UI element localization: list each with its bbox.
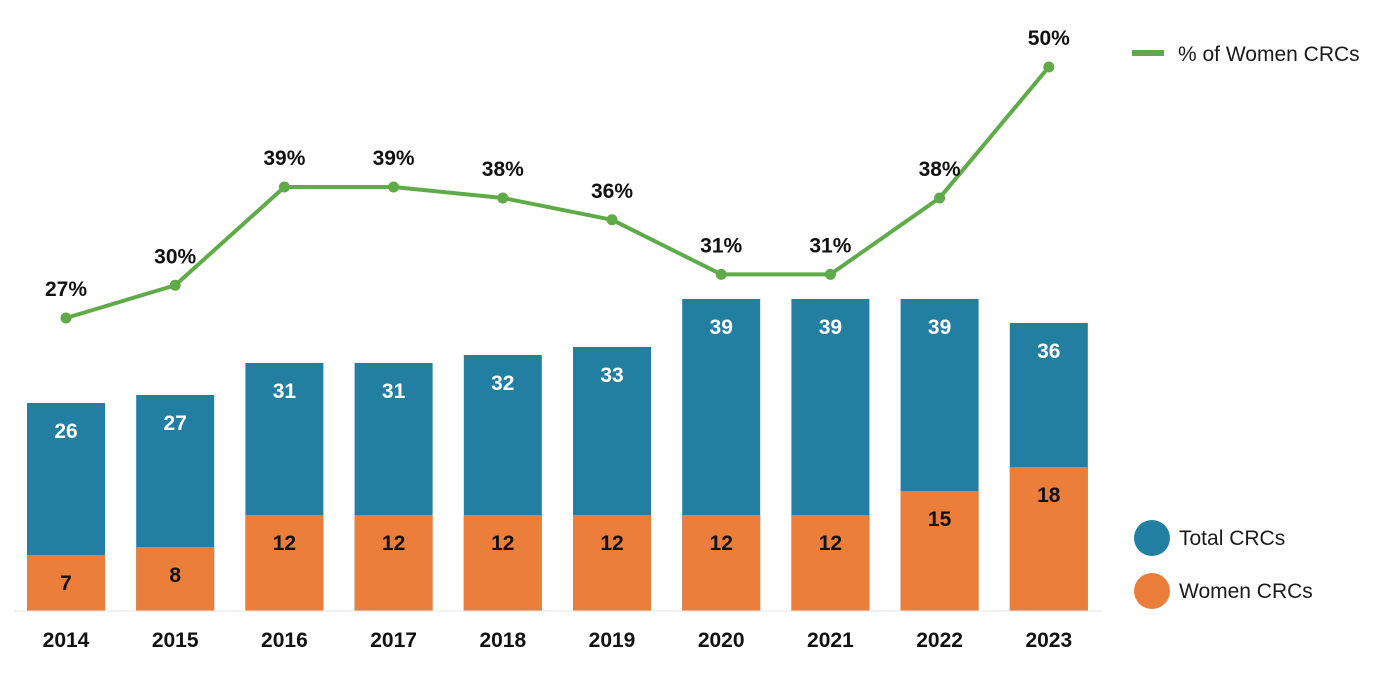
women-crcs-bar-2022 [900,491,979,611]
women-crcs-label-2019: 12 [600,532,623,555]
total-crcs-label-2019: 33 [600,364,623,387]
total-crcs-label-2015: 27 [164,412,187,435]
women-pct-label-2018: 38% [482,158,524,181]
total-crcs-label-2020: 39 [710,316,733,339]
women-crcs-bar-2017 [354,515,433,611]
legend-bars: Total CRCs Women CRCs [1134,520,1313,609]
women-pct-label-2016: 39% [263,147,305,170]
women-pct-point-2017 [388,181,400,193]
women-crcs-bar-2016 [245,515,324,611]
women-pct-point-2015 [169,279,181,291]
women-pct-label-2019: 36% [591,180,633,203]
women-crcs-label-2014: 7 [60,572,72,595]
x-tick-2014: 2014 [43,629,90,652]
x-tick-2023: 2023 [1025,629,1072,652]
women-pct-point-2020 [715,268,727,280]
legend-line-label: % of Women CRCs [1178,43,1360,66]
women-crcs-label-2016: 12 [273,532,296,555]
women-pct-label-2023: 50% [1028,27,1070,50]
women-crcs-label-2018: 12 [491,532,514,555]
women-crcs-bar-2021 [791,515,870,611]
total-crcs-label-2023: 36 [1037,340,1060,363]
total-crcs-label-2017: 31 [382,380,406,403]
x-tick-labels: 2014 2015 2016 2017 2018 2019 2020 2021 2022 2023 [43,629,1073,652]
women-crcs-bar-2014 [27,555,105,611]
total-crcs-label-2021: 39 [819,316,842,339]
women-crcs-bar-2018 [463,515,542,611]
women-crcs-label-2015: 8 [169,564,181,587]
total-crcs-label-2014: 26 [54,420,77,443]
bars-layer [27,299,1088,611]
women-crcs-label-2023: 18 [1037,484,1061,507]
legend-line: % of Women CRCs [1132,43,1360,66]
line-layer [60,61,1055,324]
women-pct-label-2015: 30% [154,245,196,268]
women-pct-point-2022 [934,192,946,204]
x-tick-2019: 2019 [589,629,636,652]
legend-women-label: Women CRCs [1179,580,1313,603]
women-crcs-label-2021: 12 [819,532,842,555]
women-pct-label-2022: 38% [919,158,961,181]
legend-total-label: Total CRCs [1179,527,1285,550]
total-crcs-label-2022: 39 [928,316,951,339]
x-tick-2022: 2022 [916,629,963,652]
total-crcs-label-2016: 31 [273,380,297,403]
women-crcs-bar-2015 [136,547,215,611]
women-pct-label-2014: 27% [45,278,87,301]
women-crcs-label-2017: 12 [382,532,405,555]
total-crcs-label-2018: 32 [491,372,514,395]
women-crcs-bar-2020 [682,515,761,611]
x-tick-2021: 2021 [807,629,854,652]
legend-women-swatch [1134,573,1170,609]
women-pct-point-2016 [278,181,290,193]
women-pct-point-2018 [497,192,509,204]
women-crcs-bar-2023 [1009,467,1088,611]
women-pct-point-2023 [1043,61,1055,73]
x-tick-2016: 2016 [261,629,308,652]
women-pct-label-2017: 39% [373,147,415,170]
x-tick-2018: 2018 [479,629,526,652]
x-tick-2015: 2015 [152,629,199,652]
women-pct-point-2019 [606,214,618,226]
women-pct-label-2021: 31% [809,234,851,257]
x-tick-2017: 2017 [370,629,417,652]
women-crcs-label-2022: 15 [928,508,952,531]
women-pct-line [65,65,1051,320]
x-tick-2020: 2020 [698,629,745,652]
women-pct-point-2021 [824,268,836,280]
women-crcs-bar-2019 [573,515,651,611]
women-pct-label-2020: 31% [700,234,742,257]
legend-total-swatch [1134,520,1170,556]
women-pct-point-2014 [60,312,72,324]
women-crcs-label-2020: 12 [710,532,733,555]
labels-layer: 26 7 27 8 31 12 31 12 32 12 33 12 39 12 39 12 39 15 36 18 27… [45,27,1070,595]
